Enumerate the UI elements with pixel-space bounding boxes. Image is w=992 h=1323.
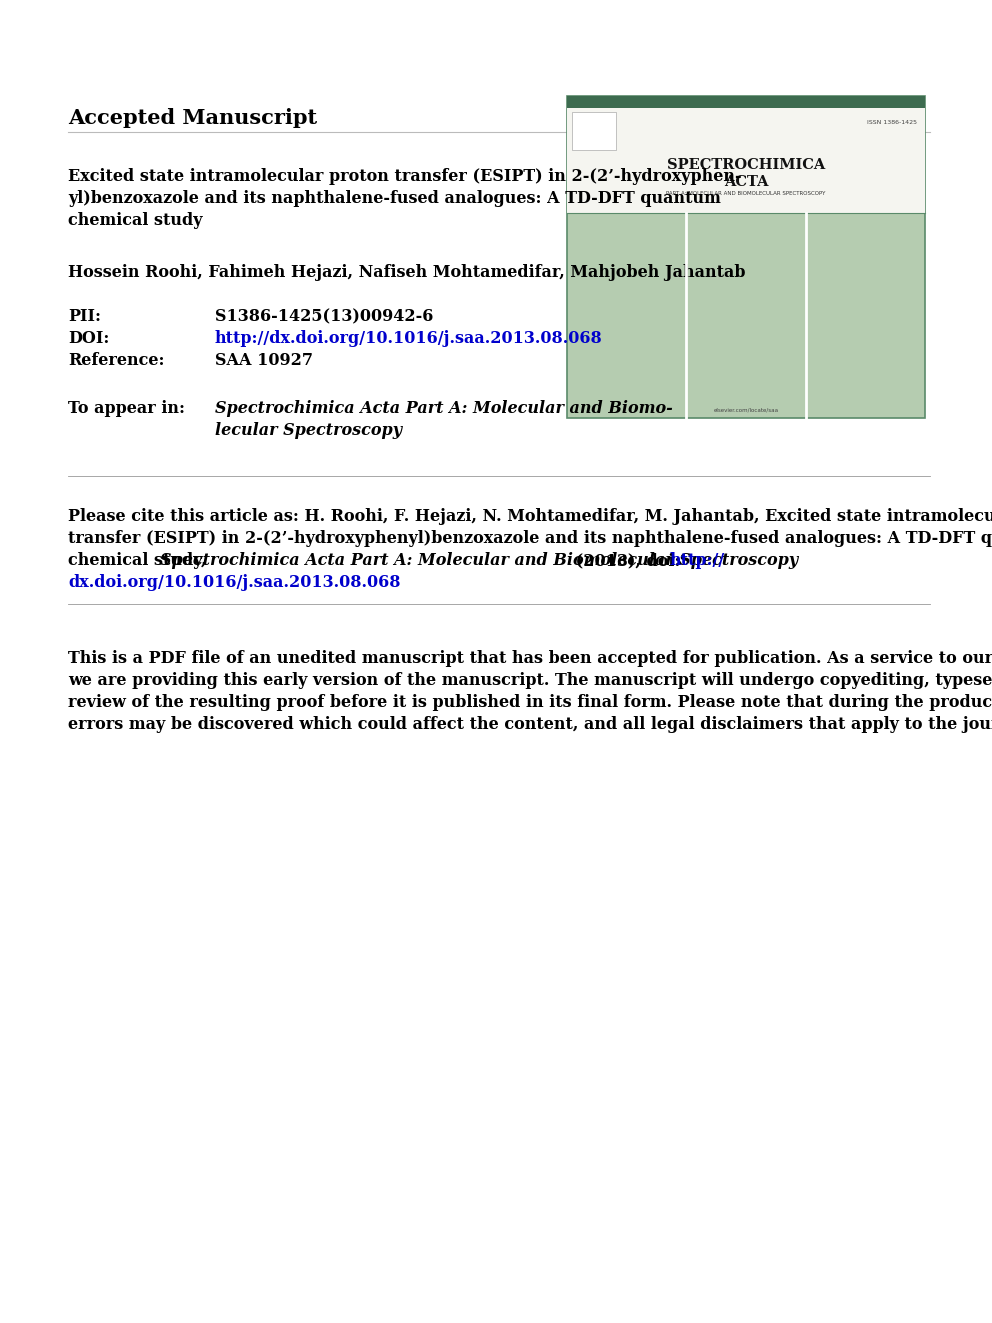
Text: dx.doi.org/10.1016/j.saa.2013.08.068: dx.doi.org/10.1016/j.saa.2013.08.068: [68, 574, 401, 591]
Text: Reference:: Reference:: [68, 352, 165, 369]
Text: errors may be discovered which could affect the content, and all legal disclaime: errors may be discovered which could aff…: [68, 716, 992, 733]
Text: http://: http://: [670, 552, 725, 569]
Text: DOI:: DOI:: [68, 329, 109, 347]
Text: Please cite this article as: H. Roohi, F. Hejazi, N. Mohtamedifar, M. Jahantab, : Please cite this article as: H. Roohi, F…: [68, 508, 992, 525]
Text: PII:: PII:: [68, 308, 101, 325]
Text: This is a PDF file of an unedited manuscript that has been accepted for publicat: This is a PDF file of an unedited manusc…: [68, 650, 992, 667]
Text: SPECTROCHIMICA: SPECTROCHIMICA: [667, 157, 825, 172]
Text: ISSN 1386-1425: ISSN 1386-1425: [867, 120, 917, 124]
Text: S1386-1425(13)00942-6: S1386-1425(13)00942-6: [215, 308, 434, 325]
Text: transfer (ESIPT) in 2-(2’-hydroxyphenyl)benzoxazole and its naphthalene-fused an: transfer (ESIPT) in 2-(2’-hydroxyphenyl)…: [68, 531, 992, 546]
Text: (2013), doi:: (2013), doi:: [570, 552, 686, 569]
Text: chemical study,: chemical study,: [68, 552, 212, 569]
Text: Spectrochimica Acta Part A: Molecular and Biomolecular Spectroscopy: Spectrochimica Acta Part A: Molecular an…: [160, 552, 799, 569]
Text: elsevier.com/locate/saa: elsevier.com/locate/saa: [713, 407, 779, 413]
Text: chemical study: chemical study: [68, 212, 202, 229]
Bar: [567, 108, 925, 213]
Text: yl)benzoxazole and its naphthalene-fused analogues: A TD-DFT quantum: yl)benzoxazole and its naphthalene-fused…: [68, 191, 721, 206]
Text: Hossein Roohi, Fahimeh Hejazi, Nafiseh Mohtamedifar, Mahjobeh Jahantab: Hossein Roohi, Fahimeh Hejazi, Nafiseh M…: [68, 265, 746, 280]
Text: PART A: MOLECULAR AND BIOMOLECULAR SPECTROSCOPY: PART A: MOLECULAR AND BIOMOLECULAR SPECT…: [667, 191, 825, 196]
Text: review of the resulting proof before it is published in its final form. Please n: review of the resulting proof before it …: [68, 695, 992, 710]
Text: SAA 10927: SAA 10927: [215, 352, 313, 369]
Text: To appear in:: To appear in:: [68, 400, 185, 417]
Text: ACTA: ACTA: [724, 175, 768, 189]
Text: Excited state intramolecular proton transfer (ESIPT) in 2-(2’-hydroxyphen-: Excited state intramolecular proton tran…: [68, 168, 742, 185]
Text: http://dx.doi.org/10.1016/j.saa.2013.08.068: http://dx.doi.org/10.1016/j.saa.2013.08.…: [215, 329, 603, 347]
Bar: [567, 97, 925, 108]
Text: lecular Spectroscopy: lecular Spectroscopy: [215, 422, 402, 439]
Text: Spectrochimica Acta Part A: Molecular and Biomo-: Spectrochimica Acta Part A: Molecular an…: [215, 400, 673, 417]
Text: Accepted Manuscript: Accepted Manuscript: [68, 108, 317, 128]
Bar: [567, 97, 925, 418]
Text: we are providing this early version of the manuscript. The manuscript will under: we are providing this early version of t…: [68, 672, 992, 689]
Bar: [572, 112, 616, 149]
